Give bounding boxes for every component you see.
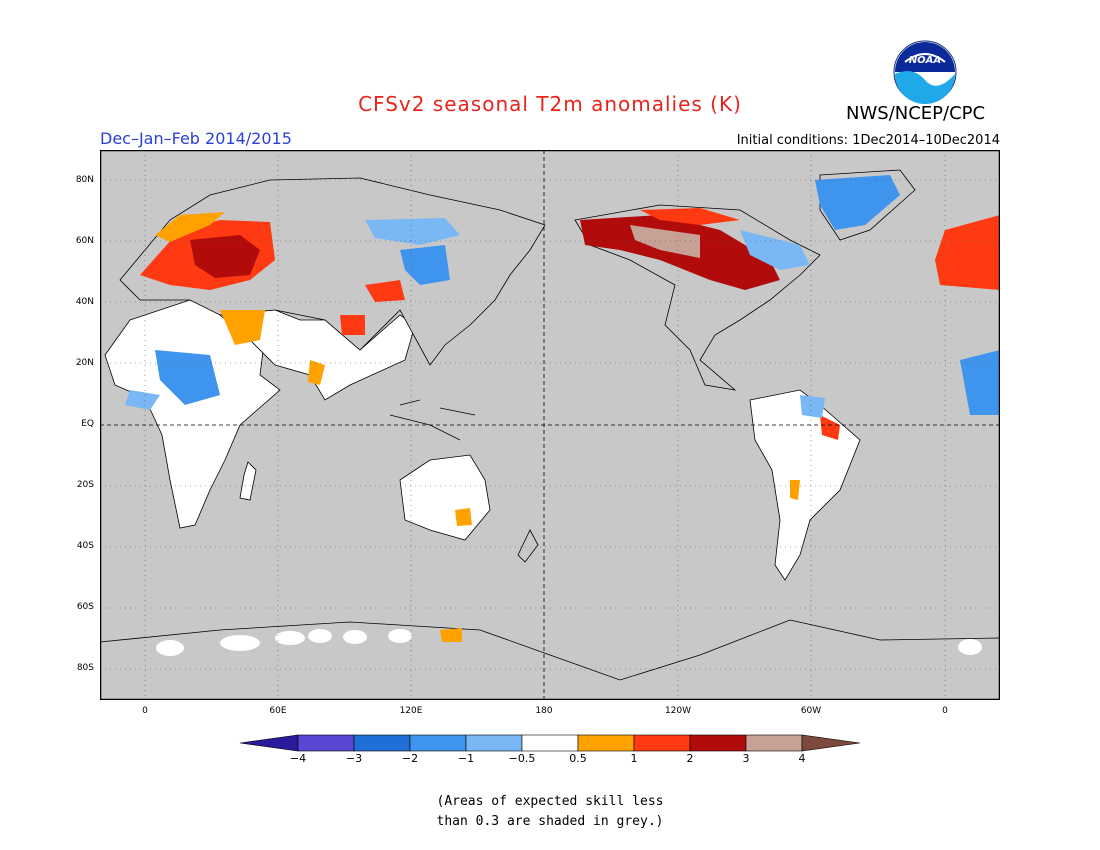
colorbar-label: 4	[798, 752, 806, 765]
antarctic-white-patches	[156, 629, 982, 656]
skill-note-line: than 0.3 are shaded in grey.)	[436, 814, 664, 829]
colorbar-cell	[577, 734, 635, 752]
colorbar-cell	[633, 734, 691, 752]
skill-note-line: (Areas of expected skill less	[436, 794, 664, 809]
colorbar-cell	[353, 734, 411, 752]
colorbar-label: −2	[401, 752, 419, 765]
lat-tick-label: 60S	[76, 602, 94, 612]
lon-tick-label: 120W	[664, 706, 692, 716]
initial-conditions-label: Initial conditions: 1Dec2014–10Dec2014	[736, 133, 1000, 148]
colorbar-label: 2	[686, 752, 694, 765]
colorbar-arrow-high	[801, 734, 861, 752]
map-frame	[100, 150, 1000, 700]
season-label: Dec–Jan–Feb 2014/2015	[100, 129, 292, 148]
colorbar	[239, 734, 861, 752]
colorbar-cell	[465, 734, 523, 752]
lon-tick-label: 60W	[800, 706, 822, 716]
warm-anomaly-regions	[140, 208, 1000, 642]
equator-dateline	[100, 150, 1000, 700]
colorbar-label: 3	[742, 752, 750, 765]
lat-tick-label: 40S	[76, 541, 94, 551]
colorbar-label: 1	[630, 752, 638, 765]
lat-tick-label: EQ	[81, 419, 94, 429]
noaa-logo-text: NOAA	[908, 55, 942, 66]
colorbar-cell	[689, 734, 747, 752]
colorbar-cell	[745, 734, 803, 752]
noaa-logo: NOAA	[893, 40, 957, 104]
colorbar-arrow-low	[239, 734, 299, 752]
colorbar-label: −0.5	[508, 752, 536, 765]
colorbar-cell	[521, 734, 579, 752]
colorbar-label: −1	[457, 752, 475, 765]
lat-tick-label: 40N	[75, 297, 94, 307]
lat-tick-label: 60N	[75, 236, 94, 246]
lat-tick-label: 20S	[76, 480, 94, 490]
madagascar-land	[239, 461, 257, 501]
colorbar-label: −4	[289, 752, 307, 765]
lat-tick-label: 80N	[75, 175, 94, 185]
new-zealand-land	[517, 529, 539, 563]
lon-tick-label: 60E	[269, 706, 287, 716]
colorbar-label: −3	[345, 752, 363, 765]
anomaly-map	[100, 150, 1000, 700]
south-asia-land	[219, 309, 416, 401]
cold-anomaly-regions	[125, 175, 1000, 418]
colorbar-label: 0.5	[569, 752, 587, 765]
colorbar-cell	[409, 734, 467, 752]
colorbar-cell	[297, 734, 355, 752]
lon-tick-label: 180	[535, 706, 553, 716]
noaa-logo-graphic	[893, 40, 957, 104]
lon-tick-label: 120E	[399, 706, 423, 716]
lat-tick-label: 80S	[76, 663, 94, 673]
lat-tick-label: 20N	[75, 358, 94, 368]
lon-tick-label: 0	[142, 706, 148, 716]
agency-label: NWS/NCEP/CPC	[846, 103, 986, 124]
map-title: CFSv2 seasonal T2m anomalies (K)	[358, 92, 742, 116]
lon-tick-label: 0	[942, 706, 948, 716]
skill-note: (Areas of expected skill less than 0.3 a…	[0, 792, 1100, 832]
